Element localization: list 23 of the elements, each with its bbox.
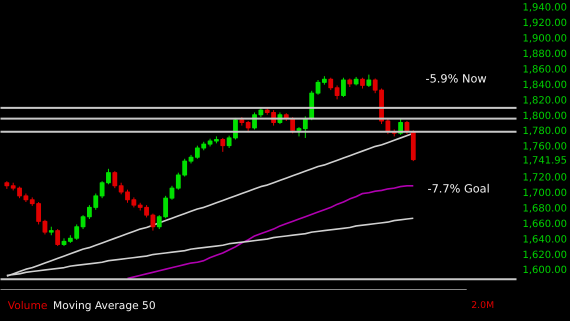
text: 2.0M bbox=[471, 300, 494, 311]
y-tick-label: 1,780.00 bbox=[522, 126, 568, 138]
y-tick-label: 1,680.00 bbox=[522, 203, 568, 214]
y-tick-label: 1,900.00 bbox=[522, 34, 568, 45]
text: -5.9% Now bbox=[426, 72, 487, 86]
y-tick-label: 1,920.00 bbox=[522, 18, 568, 30]
text: Volume bbox=[8, 299, 48, 312]
y-tick-label: 1,741.95 bbox=[522, 156, 568, 167]
text: Moving Average 50 bbox=[53, 299, 156, 312]
y-tick-label: 1,700.00 bbox=[522, 188, 568, 199]
y-tick-label: 1,840.00 bbox=[522, 80, 568, 91]
y-tick-label: 1,720.00 bbox=[522, 172, 568, 184]
y-tick-label: 1,760.00 bbox=[522, 142, 568, 153]
y-tick-label: 1,860.00 bbox=[522, 64, 568, 76]
y-tick-label: 1,880.00 bbox=[522, 49, 568, 60]
y-tick-label: 1,600.00 bbox=[522, 265, 568, 276]
y-tick-label: 1,640.00 bbox=[522, 234, 568, 246]
text: -7.7% Goal bbox=[428, 182, 490, 196]
y-tick-label: 1,800.00 bbox=[522, 110, 568, 122]
y-tick-label: 1,940.00 bbox=[522, 2, 568, 14]
y-tick-label: 1,620.00 bbox=[522, 250, 568, 261]
y-tick-label: 1,660.00 bbox=[522, 218, 568, 230]
y-tick-label: 1,820.00 bbox=[522, 95, 568, 106]
